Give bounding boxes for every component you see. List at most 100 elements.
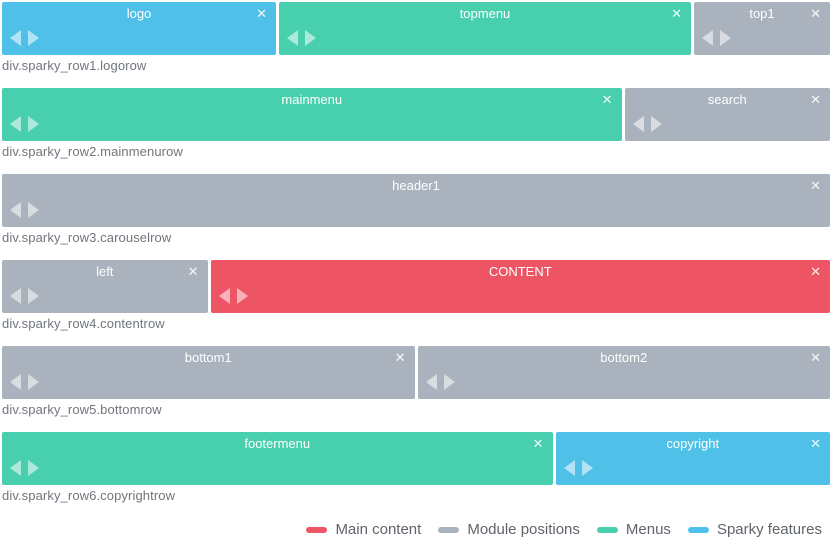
module-positions-swatch [438, 526, 460, 533]
position-block-footermenu[interactable]: footermenu ✕ [2, 432, 553, 485]
move-arrows [10, 116, 39, 132]
move-arrows [10, 202, 39, 218]
layout-row-6: footermenu ✕ copyright ✕ div.sparky_row6… [2, 432, 830, 504]
arrow-left-icon[interactable] [286, 30, 298, 46]
close-icon[interactable]: ✕ [810, 350, 821, 365]
position-block-topmenu[interactable]: topmenu ✕ [278, 2, 691, 55]
arrow-right-icon[interactable] [28, 30, 39, 46]
move-arrows [632, 116, 662, 132]
close-icon[interactable]: ✕ [394, 350, 406, 365]
block-title: left [96, 264, 114, 279]
arrow-left-icon[interactable] [10, 288, 21, 304]
arrow-right-icon[interactable] [28, 288, 39, 304]
move-arrows [218, 288, 248, 304]
close-icon[interactable]: ✕ [810, 264, 821, 279]
move-arrows [563, 460, 593, 476]
arrow-left-icon[interactable] [218, 288, 230, 304]
blocks-row: header1 ✕ [2, 174, 830, 227]
close-icon[interactable]: ✕ [187, 264, 199, 279]
arrow-right-icon[interactable] [28, 374, 39, 390]
arrow-right-icon[interactable] [443, 374, 455, 390]
block-title: mainmenu [281, 92, 343, 107]
position-block-search[interactable]: search ✕ [624, 88, 830, 141]
arrow-right-icon[interactable] [581, 460, 593, 476]
row-selector-label: div.sparky_row6.copyrightrow [2, 488, 176, 503]
arrow-right-icon[interactable] [304, 30, 316, 46]
legend: Main content Module positions Menus Spar… [2, 520, 830, 539]
position-block-left[interactable]: left ✕ [2, 260, 208, 313]
move-arrows [10, 374, 39, 390]
move-arrows [10, 460, 39, 476]
block-title: topmenu [459, 6, 511, 21]
sparky-features-swatch [687, 526, 709, 533]
layout-row-3: header1 ✕ div.sparky_row3.carouselrow [2, 174, 830, 246]
close-icon[interactable]: ✕ [671, 6, 682, 21]
arrow-right-icon[interactable] [28, 202, 39, 218]
legend-label: Module positions [467, 521, 580, 538]
arrow-left-icon[interactable] [10, 116, 21, 132]
row-selector-label: div.sparky_row1.logorow [2, 58, 147, 73]
arrow-right-icon[interactable] [719, 30, 731, 46]
legend-item-menus: Menus [596, 520, 671, 539]
close-icon[interactable]: ✕ [601, 92, 613, 107]
arrow-right-icon[interactable] [28, 460, 39, 476]
move-arrows [701, 30, 731, 46]
arrow-left-icon[interactable] [632, 116, 644, 132]
position-block-top1[interactable]: top1 ✕ [693, 2, 830, 55]
legend-item-module-positions: Module positions [438, 520, 580, 539]
position-block-header1[interactable]: header1 ✕ [2, 174, 830, 227]
legend-item-main-content: Main content [306, 520, 421, 539]
move-arrows [425, 374, 455, 390]
position-block-mainmenu[interactable]: mainmenu ✕ [2, 88, 622, 141]
move-arrows [10, 30, 39, 46]
arrow-left-icon[interactable] [10, 460, 21, 476]
layout-row-1: logo ✕ topmenu ✕ top1 ✕ div.sparky_row1.… [2, 2, 830, 74]
blocks-row: logo ✕ topmenu ✕ top1 ✕ [2, 2, 830, 55]
blocks-row: left ✕ CONTENT ✕ [2, 260, 830, 313]
blocks-row: footermenu ✕ copyright ✕ [2, 432, 830, 485]
block-title: bottom1 [184, 350, 232, 365]
close-icon[interactable]: ✕ [256, 6, 267, 21]
layout-row-4: left ✕ CONTENT ✕ div.sparky_row4.content… [2, 260, 830, 332]
close-icon[interactable]: ✕ [532, 436, 544, 451]
block-title: logo [126, 6, 152, 21]
blocks-row: mainmenu ✕ search ✕ [2, 88, 830, 141]
arrow-right-icon[interactable] [28, 116, 39, 132]
legend-label: Main content [335, 521, 422, 538]
arrow-right-icon[interactable] [650, 116, 662, 132]
row-selector-label: div.sparky_row3.carouselrow [2, 230, 172, 245]
position-block-logo[interactable]: logo ✕ [2, 2, 276, 55]
block-title: copyright [666, 436, 720, 451]
legend-label: Sparky features [716, 521, 822, 538]
move-arrows [286, 30, 316, 46]
arrow-left-icon[interactable] [701, 30, 713, 46]
position-block-content[interactable]: CONTENT ✕ [210, 260, 830, 313]
close-icon[interactable]: ✕ [810, 92, 821, 107]
main-content-swatch [306, 526, 328, 533]
legend-item-sparky-features: Sparky features [687, 520, 822, 539]
close-icon[interactable]: ✕ [810, 436, 821, 451]
arrow-left-icon[interactable] [563, 460, 575, 476]
move-arrows [10, 288, 39, 304]
arrow-right-icon[interactable] [236, 288, 248, 304]
layout-row-2: mainmenu ✕ search ✕ div.sparky_row2.main… [2, 88, 830, 160]
block-title: bottom2 [600, 350, 648, 365]
block-title: CONTENT [488, 264, 552, 279]
position-block-copyright[interactable]: copyright ✕ [555, 432, 830, 485]
arrow-left-icon[interactable] [425, 374, 437, 390]
arrow-left-icon[interactable] [10, 374, 21, 390]
close-icon[interactable]: ✕ [810, 178, 821, 193]
row-selector-label: div.sparky_row5.bottomrow [2, 402, 162, 417]
row-selector-label: div.sparky_row4.contentrow [2, 316, 165, 331]
arrow-left-icon[interactable] [10, 30, 21, 46]
block-title: footermenu [244, 436, 311, 451]
layout-row-5: bottom1 ✕ bottom2 ✕ div.sparky_row5.bott… [2, 346, 830, 418]
position-block-bottom2[interactable]: bottom2 ✕ [417, 346, 830, 399]
arrow-left-icon[interactable] [10, 202, 21, 218]
blocks-row: bottom1 ✕ bottom2 ✕ [2, 346, 830, 399]
position-block-bottom1[interactable]: bottom1 ✕ [2, 346, 415, 399]
close-icon[interactable]: ✕ [810, 6, 821, 21]
block-title: search [707, 92, 747, 107]
legend-label: Menus [625, 521, 671, 538]
